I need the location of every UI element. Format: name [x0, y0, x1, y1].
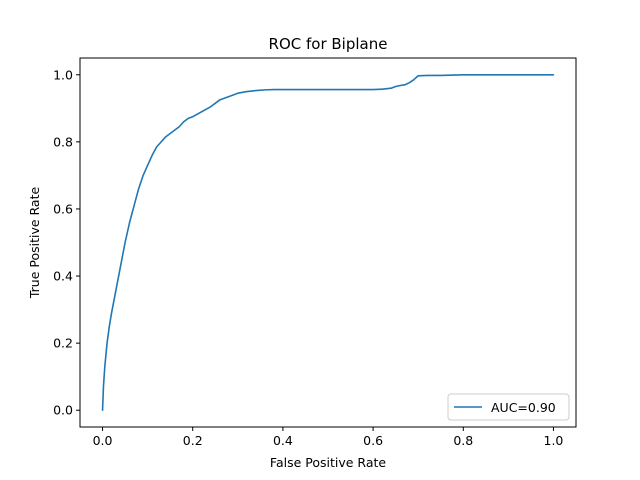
y-axis-title: True Positive Rate — [27, 187, 42, 300]
x-tick-label: 0.6 — [363, 433, 383, 448]
x-axis-ticks: 0.0 0.2 0.4 0.6 0.8 1.0 — [93, 427, 564, 448]
chart-title: ROC for Biplane — [269, 35, 388, 53]
legend-label: AUC=0.90 — [491, 400, 556, 415]
x-tick-label: 0.4 — [273, 433, 293, 448]
x-tick-label: 0.0 — [93, 433, 113, 448]
axes-frame — [79, 57, 577, 428]
legend-box — [447, 393, 570, 421]
y-tick-label: 0.8 — [53, 134, 73, 149]
x-tick-label: 0.2 — [183, 433, 203, 448]
series-layer — [101, 73, 555, 412]
y-tick-label: 0.4 — [53, 269, 73, 284]
y-tick-label: 0.6 — [53, 201, 73, 216]
y-tick-label: 0.0 — [53, 403, 73, 418]
y-axis-ticks: 0.0 0.2 0.4 0.6 0.8 1.0 — [53, 67, 80, 418]
legend: AUC=0.90 — [447, 393, 570, 421]
roc-curve-line — [101, 73, 555, 412]
x-tick-label: 0.8 — [453, 433, 473, 448]
x-axis-title: False Positive Rate — [270, 455, 386, 470]
y-tick-label: 0.2 — [53, 336, 73, 351]
y-tick-label: 1.0 — [53, 67, 73, 82]
x-tick-label: 1.0 — [544, 433, 564, 448]
